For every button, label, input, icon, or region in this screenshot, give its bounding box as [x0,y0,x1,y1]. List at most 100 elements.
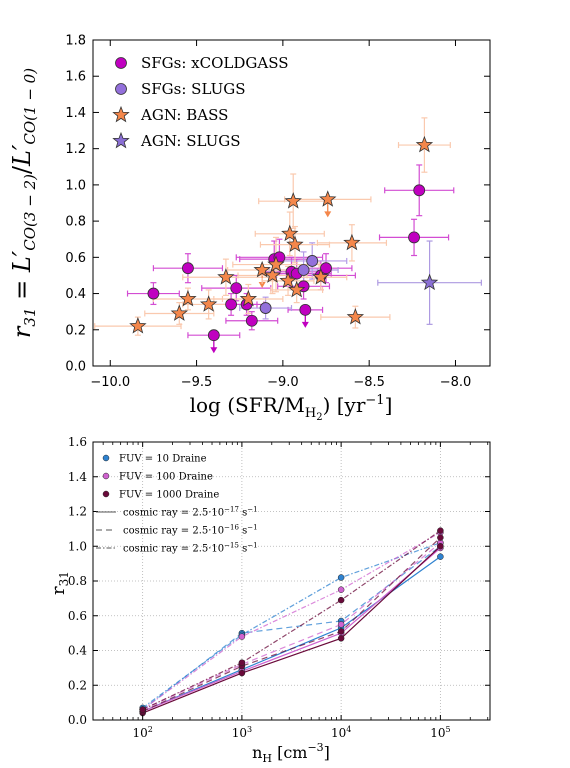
bottom-series-point [337,586,345,593]
top-star-point [253,260,271,278]
top-upper-limit-head [301,321,309,328]
top-scatter-panel: −10.0 −9.5 −9.0 −8.5 −8.0 0.0 0.2 0.4 0.6 0.8 1.0 1… [8,34,491,423]
top-circle-point [299,303,312,316]
top-circle-point [207,329,220,342]
top-legend-label: AGN: SLUGS [140,132,241,150]
bottom-series-point [238,659,246,666]
bottom-series-point [139,706,146,713]
top-star-point [312,268,330,285]
top-star-point [279,271,297,289]
top-ylabel: r31 = L′CO(3 − 2)/L′CO(1 − 0) [8,68,39,338]
top-ytick-label: 1.8 [65,34,86,49]
top-legend-label: SFGs: SLUGS [141,80,246,98]
top-xtick-label: −8.5 [353,375,385,390]
bottom-line-panel: 102 103 104 1050.00.20.40.60.81.01.21.41.6 … [48,435,491,765]
top-circle-point [182,262,194,275]
top-star-point [281,224,299,242]
top-circle-point [225,298,237,311]
top-legend-marker [112,131,130,149]
bottom-series-point [238,669,246,677]
top-legend-label: SFGs: xCOLDGASS [141,54,289,72]
top-legend: SFGs: xCOLDGASS SFGs: SLUGS AGN: BASS AGN: … [112,54,289,150]
bottom-series-point [437,553,444,560]
top-ytick-label: 1.0 [65,178,86,193]
bottom-xtick-label: 102 [132,725,152,740]
bottom-legend-marker [102,472,110,480]
bottom-legend-marker [102,490,110,498]
bottom-ytick-label: 1.6 [68,435,87,449]
bottom-legend-label: cosmic ray = 2.5·10−16 s−1 [123,524,258,537]
bottom-series-point [337,621,345,628]
bottom-xtick-label: 104 [331,725,351,740]
top-axis-ticks: −10.0 −9.5 −9.0 −8.5 −8.0 0.0 0.2 0.4 0.6 0.8 1.0 1… [65,34,490,390]
bottom-series-point [437,534,444,541]
bottom-series-point [337,574,345,581]
top-circle-point [297,264,310,276]
top-xtick-label: −10.0 [90,375,130,390]
top-legend-marker [115,83,127,95]
bottom-legend-label: FUV = 10 Draine [119,454,207,465]
bottom-series-line [142,542,441,711]
bottom-series-point [437,527,444,534]
top-circle-point [306,255,319,267]
bottom-ytick-label: 1.0 [68,539,87,553]
top-upper-limit-head [210,347,218,354]
top-upper-limit-head [258,282,266,289]
top-legend-marker [115,57,127,69]
bottom-ytick-label: 0.8 [68,574,87,588]
top-star-point [267,255,285,272]
bottom-axis-ticks: 102 103 104 105 0.0 0.2 0.4 0.6 0.8 1.0 1.2 1.4 1.6 [68,435,490,740]
top-circle-point [147,287,160,300]
top-circle-point [320,262,332,275]
top-ytick-label: 1.6 [65,70,86,85]
bottom-xtick-label: 105 [430,725,450,740]
top-star-point [263,266,282,283]
top-circle-point [408,231,420,244]
top-ytick-label: 0.8 [65,215,86,230]
bottom-legend-label: cosmic ray = 2.5·10−15 s−1 [123,542,258,555]
bottom-ylabel: r31 [48,571,71,595]
top-star-point [346,307,365,325]
top-ytick-label: 1.4 [65,106,86,121]
bottom-ytick-label: 0.6 [68,609,87,623]
top-upper-limit-head [324,211,332,218]
bottom-legend-label: cosmic ray = 2.5·10−17 s−1 [123,506,258,519]
top-circle-point [413,184,426,197]
top-star-point [288,280,306,298]
top-star-point [217,268,235,285]
bottom-xtick-label: 103 [232,725,252,740]
bottom-series-point [337,635,345,642]
bottom-series-line [142,547,441,712]
top-star-point [415,135,434,153]
bottom-series-line [142,545,441,711]
top-star-point [284,192,302,209]
top-circle-point [230,282,243,295]
top-legend-label: AGN: BASS [140,106,228,124]
bottom-ytick-label: 1.2 [68,505,87,519]
top-star-point [343,233,361,251]
bottom-legend-marker [102,454,110,462]
top-legend-marker [112,105,130,123]
bottom-series-line [142,542,441,709]
top-star-point [179,289,197,307]
bottom-legend-label: FUV = 100 Draine [119,472,213,483]
bottom-ytick-label: 0.4 [68,644,87,658]
top-xtick-label: −8.0 [440,375,472,390]
top-markers [129,135,439,342]
top-xtick-label: −9.0 [267,375,299,390]
top-ytick-label: 0.2 [65,323,86,338]
bottom-series-point [337,596,345,604]
top-ytick-label: 0.0 [65,360,86,375]
bottom-legend-label: FUV = 1000 Draine [119,490,219,501]
top-star-point [239,289,258,307]
top-ytick-label: 1.2 [65,142,86,157]
bottom-legend: FUV = 10 Draine FUV = 100 Draine FUV = 100… [96,454,258,555]
bottom-ytick-label: 1.4 [68,470,87,484]
top-xlabel: log (SFR/MH2) [yr−1] [190,393,393,423]
top-xtick-label: −9.5 [181,375,213,390]
bottom-series-lines [139,527,444,717]
bottom-ytick-label: 0.2 [68,678,87,692]
bottom-series-point [238,633,246,640]
top-star-point [420,273,439,291]
